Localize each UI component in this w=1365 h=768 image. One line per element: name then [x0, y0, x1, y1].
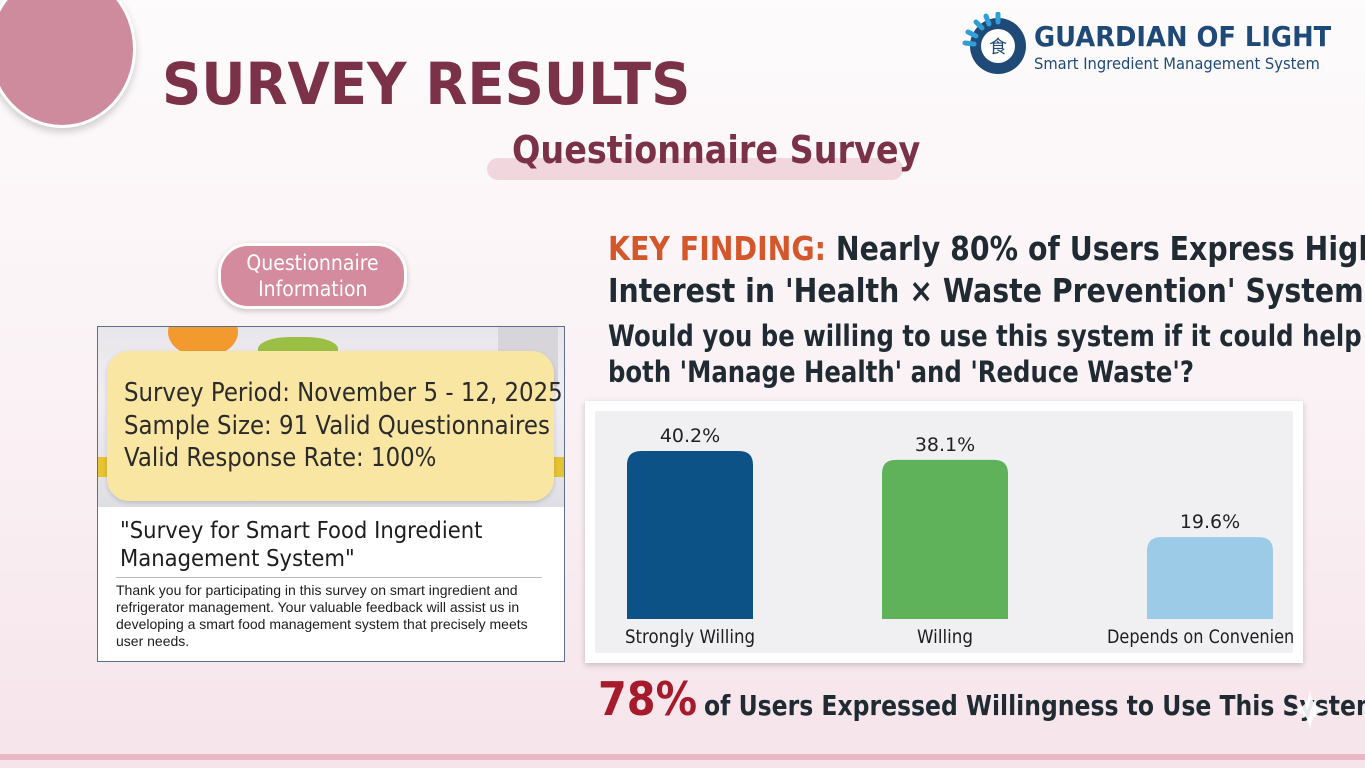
survey-form-card: Survey Period: November 5 - 12, 2025 Sam…: [97, 326, 565, 662]
key-finding-headline: KEY FINDING: Nearly 80% of Users Express…: [608, 228, 1365, 312]
bar-chart: 40.2% Strongly Willing 38.1% Willing 19.6% De…: [625, 425, 1313, 648]
bar-depends-on-convenience: [1147, 537, 1273, 619]
logo-glyph: 食: [989, 37, 1007, 58]
question-line-1: Would you be willing to use this system …: [608, 319, 1365, 353]
key-finding-label: KEY FINDING:: [608, 229, 827, 268]
bar-value-label: 38.1%: [915, 434, 975, 456]
subtitle-text: Questionnaire Survey: [511, 128, 921, 172]
bar-value-label: 19.6%: [1180, 511, 1240, 533]
bar-willing: [882, 459, 1008, 619]
bar-chart-frame: 40.2% Strongly Willing 38.1% Willing 19.6% De…: [585, 401, 1313, 663]
survey-period: Survey Period: November 5 - 12, 2025: [124, 378, 563, 408]
category-label: Willing: [917, 626, 973, 648]
divider: [116, 577, 542, 578]
page-title: SURVEY RESULTS: [162, 50, 691, 118]
sparkle-icon: [1290, 690, 1330, 730]
survey-form-intro: Thank you for participating in this surv…: [116, 582, 528, 649]
subtitle-highlight: [487, 158, 903, 180]
sample-size: Sample Size: 91 Valid Questionnaires: [124, 411, 550, 441]
brand-logo: 食 GUARDIAN OF LIGHT Smart Ingredient Man…: [962, 12, 1352, 82]
brand-name: GUARDIAN OF LIGHT: [1034, 20, 1332, 53]
conclusion-text: of Users Expressed Willingness to Use Th…: [704, 689, 1365, 722]
category-label: Strongly Willing: [625, 626, 755, 648]
badge-line1: Questionnaire: [246, 251, 379, 275]
questionnaire-info-badge: Questionnaire Information: [218, 243, 407, 309]
bar-chart-background: 40.2% Strongly Willing 38.1% Willing 19.6% De…: [595, 411, 1313, 653]
response-rate: Valid Response Rate: 100%: [124, 443, 437, 473]
question-line-2: both 'Manage Health' and 'Reduce Waste'?: [608, 355, 1194, 389]
brand-tagline: Smart Ingredient Management System: [1034, 54, 1320, 73]
badge-line2: Information: [257, 277, 368, 301]
bottom-accent-line: [0, 754, 1365, 760]
survey-form-title: "Survey for Smart Food Ingredient Manage…: [120, 518, 483, 572]
key-finding-text-1: Nearly 80% of Users Express High: [826, 229, 1365, 268]
bar-value-label: 40.2%: [660, 425, 720, 447]
survey-question: Would you be willing to use this system …: [608, 318, 1365, 390]
conclusion-percent: 78%: [598, 672, 698, 726]
category-label: Depends on Convenience: [1107, 626, 1293, 648]
survey-info-box: Survey Period: November 5 - 12, 2025 Sam…: [107, 351, 563, 501]
decorative-corner-circle: [0, 0, 136, 128]
brand-logo-icon: 食: [962, 12, 1026, 74]
bar-strongly-willing: [627, 451, 753, 619]
conclusion: 78% of Users Expressed Willingness to Us…: [598, 672, 1365, 726]
key-finding-text-2: Interest in 'Health × Waste Prevention' …: [608, 271, 1364, 310]
section-subtitle: Questionnaire Survey: [487, 128, 921, 184]
